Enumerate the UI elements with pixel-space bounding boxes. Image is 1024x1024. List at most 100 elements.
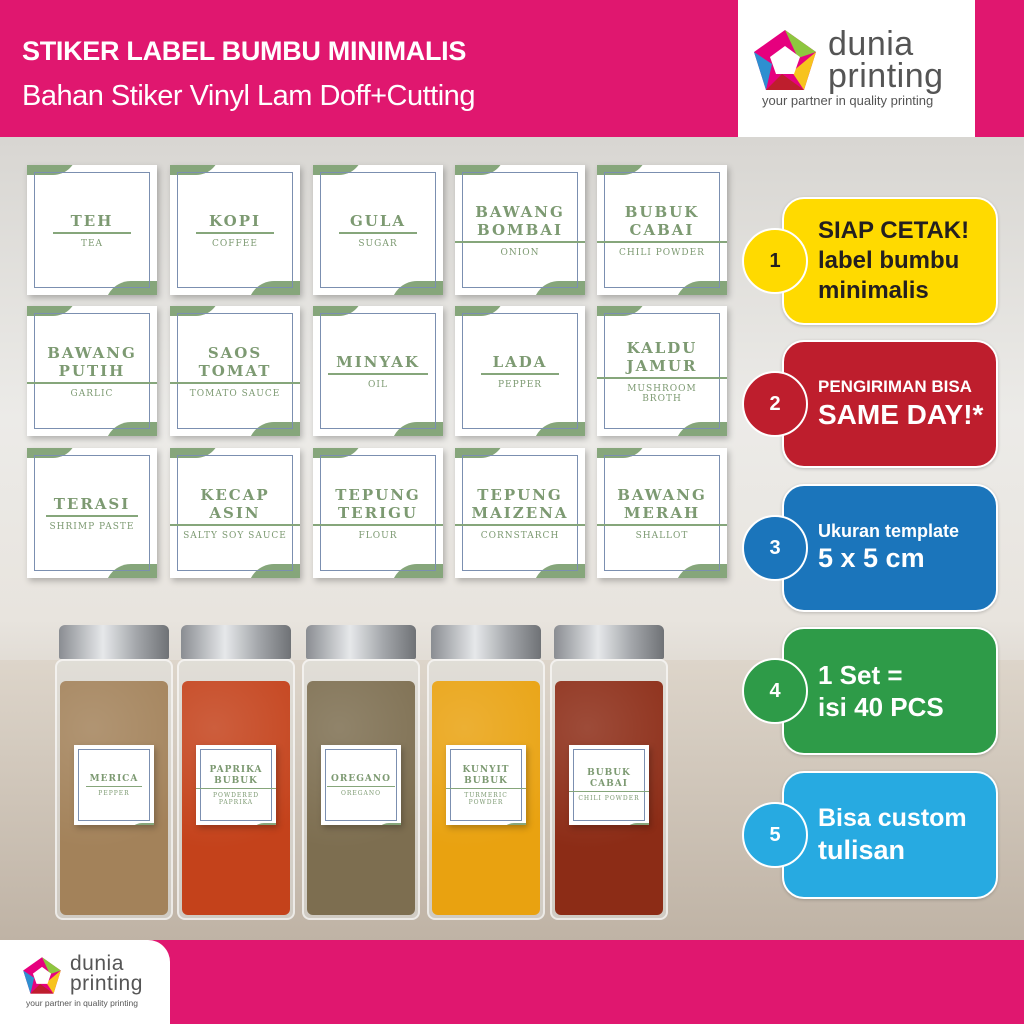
label-content: TEH TEA bbox=[27, 165, 157, 295]
badge-text-line: SIAP CETAK! bbox=[818, 217, 970, 244]
label-subtitle: CORNSTARCH bbox=[480, 530, 560, 541]
page-title: STIKER LABEL BUMBU MINIMALIS bbox=[22, 36, 467, 66]
label-title: MERICA bbox=[85, 774, 143, 787]
label-content: KALDU JAMUR MUSHROOM BROTH bbox=[597, 306, 727, 436]
label-frame bbox=[177, 313, 293, 429]
label-frame bbox=[325, 749, 397, 821]
label-frame bbox=[177, 455, 293, 571]
label-title: TEPUNG TERIGU bbox=[313, 486, 443, 526]
jar-lid bbox=[554, 625, 664, 659]
label-content: BAWANG MERAH SHALLOT bbox=[597, 448, 727, 578]
label-subtitle: COFFEE bbox=[212, 238, 258, 249]
label-subtitle: FLOUR bbox=[358, 530, 398, 541]
feature-badge: 1 SIAP CETAK! label bumbu minimalis bbox=[742, 197, 998, 325]
badge-text-line: 5 x 5 cm bbox=[818, 543, 925, 574]
logo-tagline: your partner in quality printing bbox=[26, 998, 138, 1008]
jar-lid bbox=[59, 625, 169, 659]
jar-label: BUBUK CABAI CHILI POWDER bbox=[569, 745, 649, 825]
leaf-decoration bbox=[170, 306, 220, 316]
leaf-decoration bbox=[105, 564, 157, 578]
leaf-decoration bbox=[250, 823, 276, 825]
label-title: SAOS TOMAT bbox=[170, 344, 300, 384]
badge-number: 3 bbox=[742, 515, 808, 581]
label-content: TEPUNG MAIZENA CORNSTARCH bbox=[455, 448, 585, 578]
logo-tagline: your partner in quality printing bbox=[762, 93, 934, 108]
leaf-decoration bbox=[170, 448, 220, 458]
spice-label: BAWANG BOMBAI ONION bbox=[455, 165, 585, 295]
label-frame bbox=[462, 455, 578, 571]
feature-badge: 5 Bisa custom tulisan bbox=[742, 771, 998, 899]
badge-number: 5 bbox=[742, 802, 808, 868]
label-subtitle: CHILI POWDER bbox=[619, 247, 705, 258]
label-subtitle: POWDERED PAPRIKA bbox=[212, 791, 260, 806]
footer-logo: dunia printing your partner in quality p… bbox=[0, 940, 170, 1024]
label-subtitle: TEA bbox=[80, 238, 104, 249]
leaf-decoration bbox=[675, 422, 727, 436]
label-title: TEH bbox=[53, 212, 131, 234]
label-subtitle: CHILI POWDER bbox=[578, 795, 640, 802]
spice-label: KALDU JAMUR MUSHROOM BROTH bbox=[597, 306, 727, 436]
footer-banner bbox=[0, 940, 1024, 1024]
spice-label: SAOS TOMAT TOMATO SAUCE bbox=[170, 306, 300, 436]
label-title: OREGANO bbox=[327, 774, 395, 787]
badge-text-line: Bisa custom bbox=[818, 803, 967, 832]
spice-label: BAWANG MERAH SHALLOT bbox=[597, 448, 727, 578]
label-title: GULA bbox=[339, 212, 417, 234]
badge-text-line: PENGIRIMAN BISA bbox=[818, 376, 972, 396]
leaf-decoration bbox=[27, 306, 77, 316]
leaf-decoration bbox=[597, 448, 647, 458]
logo-word-dunia: dunia bbox=[828, 25, 914, 63]
badge-text-line: Ukuran template bbox=[818, 520, 960, 541]
label-subtitle: SHALLOT bbox=[635, 530, 689, 541]
badge-text-line: SAME DAY!* bbox=[818, 399, 984, 431]
leaf-decoration bbox=[105, 422, 157, 436]
label-frame bbox=[177, 172, 293, 288]
label-title: BAWANG PUTIH bbox=[27, 344, 157, 384]
jar-label: PAPRIKA BUBUK POWDERED PAPRIKA bbox=[196, 745, 276, 825]
logo-pentagon-icon bbox=[754, 30, 816, 90]
label-subtitle: SALTY SOY SAUCE bbox=[183, 530, 287, 541]
label-title: PAPRIKA BUBUK bbox=[196, 765, 276, 789]
label-title: KALDU JAMUR bbox=[597, 339, 727, 379]
leaf-decoration bbox=[675, 564, 727, 578]
jar-lid bbox=[306, 625, 416, 659]
leaf-decoration bbox=[170, 165, 220, 175]
leaf-decoration bbox=[675, 281, 727, 295]
spice-label: MINYAK OIL bbox=[313, 306, 443, 436]
badge-text-line: minimalis bbox=[818, 277, 929, 304]
spice-label: BAWANG PUTIH GARLIC bbox=[27, 306, 157, 436]
label-content: TERASI SHRIMP PASTE bbox=[27, 448, 157, 578]
leaf-decoration bbox=[128, 823, 154, 825]
spice-label: GULA SUGAR bbox=[313, 165, 443, 295]
spice-jar: OREGANO OREGANO bbox=[302, 625, 420, 920]
label-title: BUBUK CABAI bbox=[597, 203, 727, 243]
badge-text-line: tulisan bbox=[818, 834, 906, 865]
label-frame bbox=[320, 313, 436, 429]
label-subtitle: MUSHROOM BROTH bbox=[627, 383, 697, 404]
label-frame bbox=[34, 455, 150, 571]
label-frame bbox=[462, 313, 578, 429]
feature-badge: 4 1 Set = isi 40 PCS bbox=[742, 627, 998, 755]
jar-lid bbox=[181, 625, 291, 659]
spice-label: TEPUNG TERIGU FLOUR bbox=[313, 448, 443, 578]
leaf-decoration bbox=[391, 564, 443, 578]
spice-jar: KUNYIT BUBUK TURMERIC POWDER bbox=[427, 625, 545, 920]
jar-lid bbox=[431, 625, 541, 659]
spice-label: LADA PEPPER bbox=[455, 306, 585, 436]
label-content: TEPUNG TERIGU FLOUR bbox=[313, 448, 443, 578]
label-content: KECAP ASIN SALTY SOY SAUCE bbox=[170, 448, 300, 578]
leaf-decoration bbox=[533, 564, 585, 578]
leaf-decoration bbox=[375, 823, 401, 825]
label-content: PAPRIKA BUBUK POWDERED PAPRIKA bbox=[196, 745, 276, 825]
label-title: TERASI bbox=[45, 495, 139, 517]
spice-label: TEPUNG MAIZENA CORNSTARCH bbox=[455, 448, 585, 578]
label-content: BUBUK CABAI CHILI POWDER bbox=[569, 745, 649, 825]
spice-label: KOPI COFFEE bbox=[170, 165, 300, 295]
label-subtitle: OREGANO bbox=[340, 789, 382, 797]
leaf-decoration bbox=[597, 306, 647, 316]
label-frame bbox=[34, 172, 150, 288]
spice-jar: PAPRIKA BUBUK POWDERED PAPRIKA bbox=[177, 625, 295, 920]
label-content: BAWANG BOMBAI ONION bbox=[455, 165, 585, 295]
logo-word-printing: printing bbox=[70, 972, 143, 995]
label-title: KECAP ASIN bbox=[170, 486, 300, 526]
